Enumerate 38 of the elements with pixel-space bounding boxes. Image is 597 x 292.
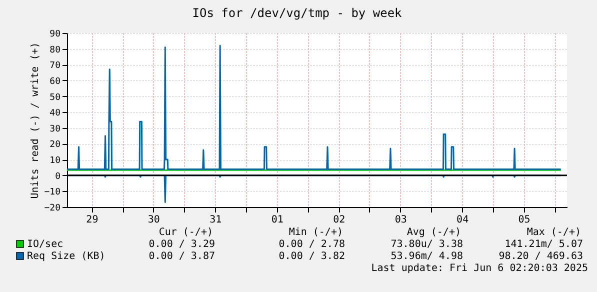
text: 53.96m/ 4.98 xyxy=(390,251,463,262)
x-tick-label: 04 xyxy=(456,214,469,226)
text: Min (-/+) xyxy=(288,227,343,238)
text: 73.80u/ 3.38 xyxy=(390,239,463,250)
x-tick-label: 29 xyxy=(86,214,98,226)
x-tick-label: 05 xyxy=(518,214,530,226)
x-tick-label: 31 xyxy=(210,214,222,226)
y-tick-label: −20 xyxy=(44,204,60,214)
text: 0.00 / 3.29 xyxy=(148,239,215,250)
y-tick-label: 40 xyxy=(50,108,60,119)
x-tick-label: 30 xyxy=(148,214,160,226)
x-tick-label: 02 xyxy=(333,214,346,226)
legend-label: IO/sec xyxy=(27,239,64,250)
y-tick-label: 60 xyxy=(50,76,60,87)
y-tick-label: 30 xyxy=(50,124,60,134)
chart-title: IOs for /dev/vg/tmp - by week xyxy=(192,6,403,20)
text: 0.00 / 3.82 xyxy=(278,251,345,262)
text: 98.20 / 469.63 xyxy=(498,251,583,262)
y-tick-label: 70 xyxy=(50,61,60,72)
y-tick-label: 0 xyxy=(55,172,60,182)
x-tick-label: 03 xyxy=(394,214,407,226)
legend-label: Req Size (KB) xyxy=(27,251,106,262)
line-series xyxy=(67,44,562,170)
y-tick-label: 90 xyxy=(50,30,60,40)
y-tick-label: −10 xyxy=(44,188,60,198)
y-tick-label: 20 xyxy=(50,140,60,150)
text: Cur (-/+) xyxy=(158,227,213,238)
text: 141.21m/ 5.07 xyxy=(504,239,583,250)
y-tick-label: 50 xyxy=(50,92,60,103)
text: 0.00 / 2.78 xyxy=(278,239,345,250)
y-axis-title: Units read (-) / write (+) xyxy=(30,42,42,199)
x-tick-label: 01 xyxy=(271,214,284,226)
text: Last update: Fri Jun 6 02:20:03 2025 xyxy=(371,263,588,274)
text: Max (-/+) xyxy=(526,227,581,238)
y-tick-label: 10 xyxy=(50,156,60,166)
text: 0.00 / 3.87 xyxy=(148,251,215,262)
text: Avg (-/+) xyxy=(406,227,461,238)
y-tick-label: 80 xyxy=(50,45,60,56)
